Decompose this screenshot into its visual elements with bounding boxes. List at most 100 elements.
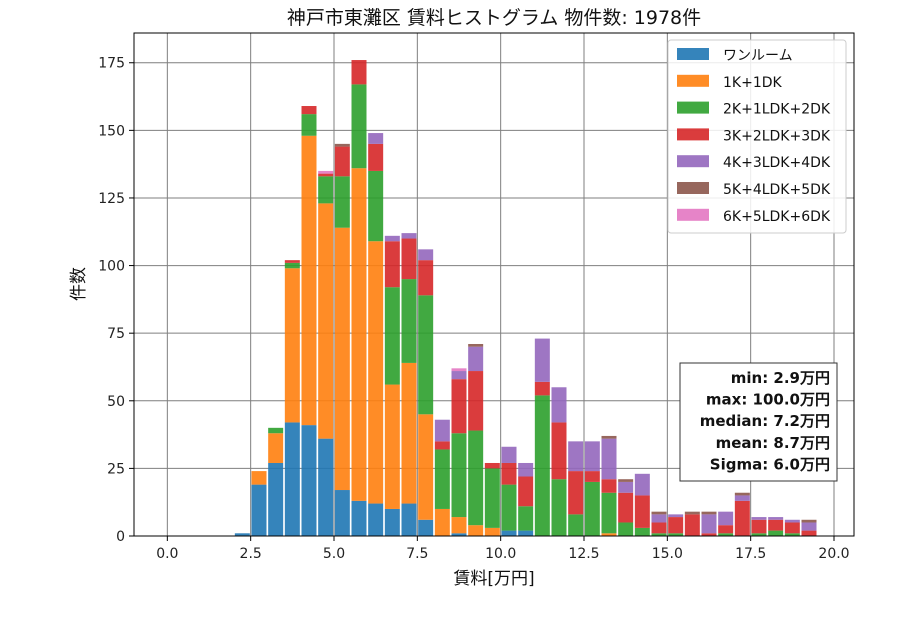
bar-segment: [668, 514, 684, 518]
bar-segment: [301, 425, 317, 536]
stats-line: max: 100.0万円: [706, 391, 830, 409]
bar-segment: [301, 114, 317, 136]
x-axis-label: 賃料[万円]: [453, 569, 534, 589]
bar-segment: [734, 492, 750, 496]
bar-segment: [318, 203, 334, 439]
x-tick-label: 17.5: [735, 546, 766, 562]
bar-segment: [651, 511, 667, 515]
bar-segment: [251, 471, 267, 485]
bar-segment: [734, 495, 750, 501]
stats-frame: [679, 362, 838, 482]
bar-segment: [684, 514, 700, 536]
y-tick-label: 0: [116, 529, 125, 545]
bar-segment: [784, 522, 800, 534]
bar-segment: [318, 438, 334, 536]
x-tick-label: 7.5: [406, 546, 428, 562]
bar-segment: [318, 176, 334, 204]
bar-segment: [268, 462, 284, 536]
bar-segment: [651, 522, 667, 534]
x-axis-ticks: 0.0 2.5 5.0 7.5 10.0 12.5 15.0 17.5 20.0: [156, 536, 850, 562]
legend-swatch: [677, 74, 709, 87]
bar-segment: [518, 462, 534, 477]
plot-frame: [133, 32, 855, 537]
bar-segment: [434, 419, 450, 442]
y-axis-label: 件数: [69, 267, 89, 301]
bar-segment: [734, 500, 750, 536]
x-tick-label: 12.5: [568, 546, 599, 562]
bar-segment: [618, 522, 634, 536]
bar-segment: [234, 533, 250, 536]
legend-swatch: [677, 101, 709, 114]
bar-segment: [334, 176, 350, 228]
bar-segment: [301, 106, 317, 115]
bar-segment: [768, 517, 784, 520]
bar-segment: [351, 500, 367, 536]
x-tick-label: 20.0: [818, 546, 849, 562]
x-tick-label: 2.5: [240, 546, 262, 562]
grid: [134, 33, 854, 537]
bar-segment: [268, 427, 284, 434]
bar-segment: [568, 471, 584, 515]
bar-segment: [751, 519, 767, 534]
bar-segment: [601, 492, 617, 534]
bar-segment: [568, 441, 584, 472]
bar-segment: [551, 479, 567, 536]
bar-segment: [618, 492, 634, 523]
bar-segment: [284, 260, 300, 263]
bar-segment: [584, 481, 600, 536]
bar-segment: [484, 468, 500, 528]
bar-segment: [351, 168, 367, 501]
bar-segment: [468, 343, 484, 347]
bar-segment: [518, 506, 534, 531]
bar-segment: [468, 430, 484, 526]
bar-segment: [534, 381, 550, 396]
y-tick-label: 50: [107, 394, 125, 410]
bar-segment: [584, 471, 600, 482]
bar-segment: [534, 395, 550, 536]
bar-segment: [451, 371, 467, 380]
legend-swatch: [677, 155, 709, 168]
bar-segment: [451, 379, 467, 434]
bar-segment: [451, 533, 467, 536]
bar-segment: [334, 490, 350, 536]
y-tick-label: 25: [107, 461, 125, 477]
y-tick-label: 125: [98, 191, 125, 207]
bar-segment: [418, 519, 434, 536]
bar-segment: [618, 481, 634, 493]
stats-line: mean: 8.7万円: [716, 434, 830, 452]
x-tick-label: 5.0: [323, 546, 345, 562]
bar-segment: [501, 530, 517, 536]
legend-label: 1K+1DK: [723, 75, 783, 91]
legend: ワンルーム 1K+1DK 2K+1LDK+2DK 3K+2LDK+3DK 4K+3LDK…: [667, 39, 847, 234]
x-tick-label: 0.0: [156, 546, 178, 562]
bar-segment: [534, 338, 550, 382]
bar-segment: [618, 479, 634, 482]
bar-segment: [401, 503, 417, 536]
bar-segment: [651, 514, 667, 523]
legend-label: 5K+4LDK+5DK: [723, 182, 831, 198]
bar-segment: [718, 525, 734, 534]
bar-segment: [401, 279, 417, 363]
bar-segment: [701, 511, 717, 515]
bar-segment: [768, 530, 784, 536]
bar-segment: [801, 530, 817, 536]
bar-segment: [251, 484, 267, 536]
bar-segment: [334, 146, 350, 177]
bar-segment: [434, 508, 450, 536]
bar-segment: [368, 143, 384, 171]
legend-swatch: [677, 128, 709, 141]
bar-segment: [484, 527, 500, 536]
legend-frame: [667, 39, 847, 234]
legend-swatch: [677, 182, 709, 194]
bar-segment: [451, 368, 467, 372]
legend-swatch: [677, 208, 709, 221]
y-tick-label: 150: [98, 123, 125, 139]
bar-segment: [701, 514, 717, 534]
bar-segment: [751, 533, 767, 536]
bar-segment: [634, 527, 650, 536]
bar-segment: [451, 433, 467, 518]
bar-segment: [501, 446, 517, 463]
bar-segment: [468, 371, 484, 431]
bar-segment: [468, 346, 484, 372]
bar-segment: [384, 508, 400, 536]
